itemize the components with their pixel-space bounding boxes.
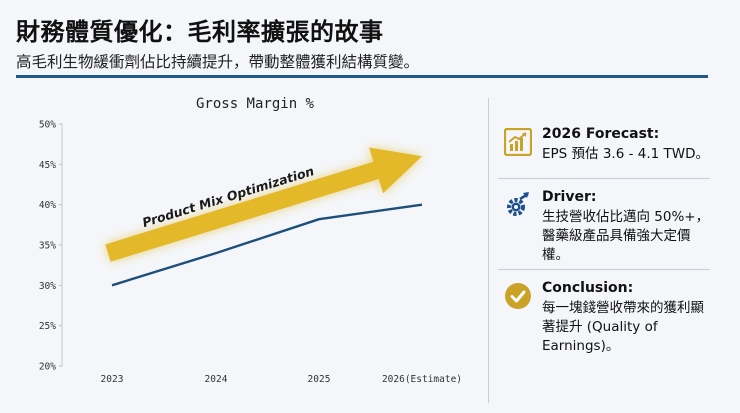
x-tick-label: 2026(Estimate) [382,374,462,385]
y-tick-label: 20% [39,362,56,373]
y-tick-label: 45% [39,160,56,171]
conclusion-heading: Conclusion: [542,280,634,296]
y-tick-label: 40% [39,200,56,211]
driver-text: 生技營收佔比邁向 50%+，醫藥級產品具備強大定價權。 [542,209,710,263]
page-subtitle: 高毛利生物緩衝劑佔比持續提升，帶動整體獲利結構質變。 [16,53,420,71]
chart-growth-icon [504,128,532,156]
x-tick-label: 2023 [101,374,124,385]
forecast-text: EPS 預估 3.6 - 4.1 TWD。 [542,146,709,162]
series-line [111,203,423,287]
gear-arrow-icon [507,192,529,216]
forecast-card: 2026 Forecast: EPS 預估 3.6 - 4.1 TWD。 [498,126,710,176]
y-tick-label: 50% [39,120,56,131]
x-tick-label: 2025 [308,374,331,385]
annotation-arrow [105,147,423,262]
driver-heading: Driver: [542,189,597,205]
driver-card: Driver: 生技營收佔比邁向 50%+，醫藥級產品具備強大定價權。 [498,189,710,263]
panel-divider [488,98,489,403]
x-tick-label: 2024 [205,374,228,385]
forecast-heading: 2026 Forecast: [542,126,660,142]
page-title: 財務體質優化：毛利率擴張的故事 [16,18,384,46]
header-rule [16,75,708,78]
conclusion-text: 每一塊錢營收帶來的獲利顯著提升 (Quality of Earnings)。 [542,300,704,354]
y-tick-label: 30% [39,281,56,292]
y-tick-label: 25% [39,321,56,332]
check-circle-icon [505,283,531,309]
y-tick-label: 35% [39,241,56,252]
card-divider [498,178,710,179]
conclusion-card: Conclusion: 每一塊錢營收帶來的獲利顯著提升 (Quality of … [498,280,710,355]
card-divider [498,269,710,270]
gross-margin-chart: Gross Margin % 20% 25% 30% 35% 40% 45% 50% 202… [39,96,462,385]
chart-title: Gross Margin % [196,96,315,112]
